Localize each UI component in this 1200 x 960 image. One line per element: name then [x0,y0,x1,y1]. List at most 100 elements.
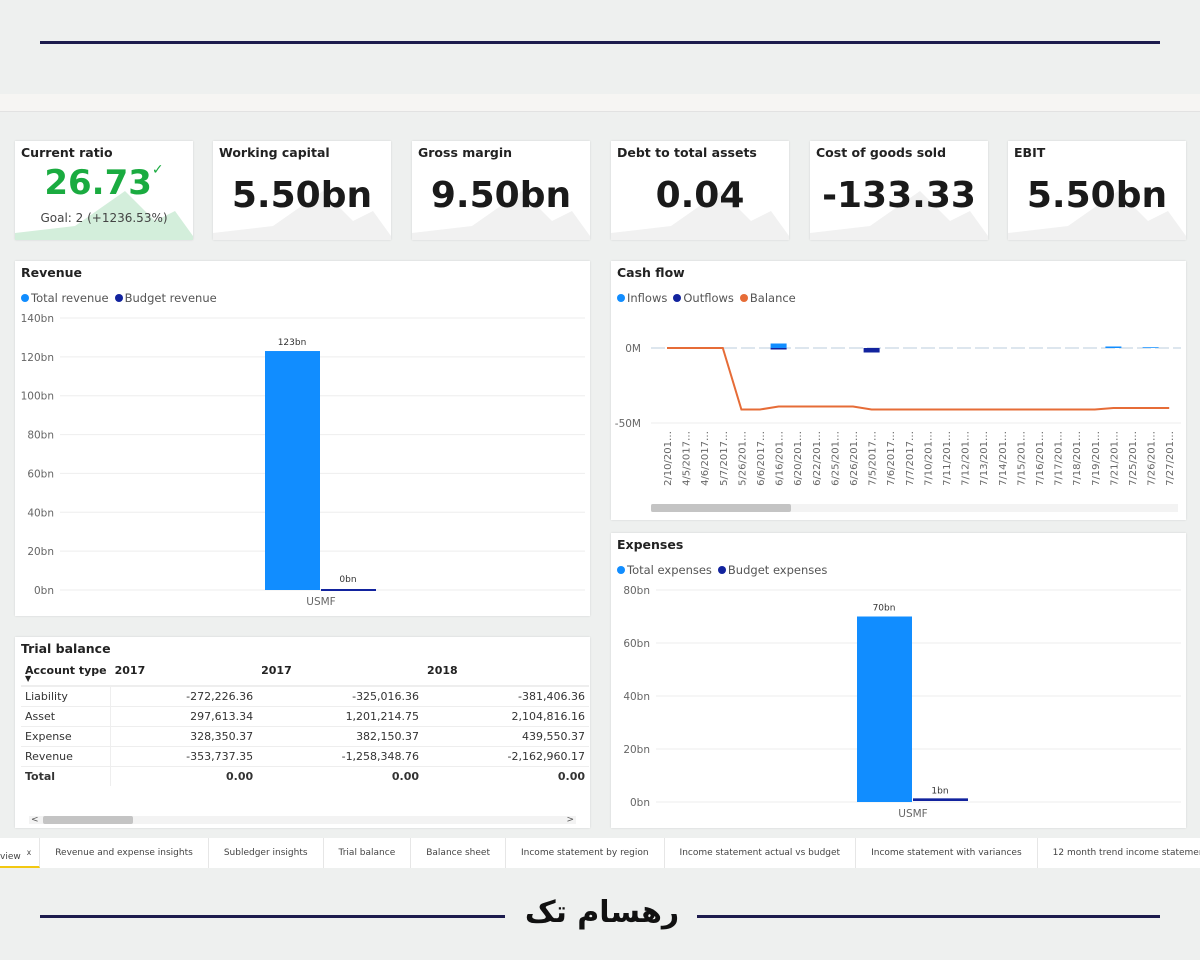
kpi-goal: Goal: 2 (+1236.53%) [40,211,168,225]
x-tick-label: 6/26/201… [849,431,860,486]
table-cell: 2,104,816.16 [423,706,589,727]
cash-flow-card[interactable]: Cash flow Inflows Outflows Balance 0M -50… [611,261,1186,520]
sparkline-background [213,191,391,240]
tab-5[interactable]: Income statement by region [506,838,665,868]
table-cell: -1,258,348.76 [257,746,424,767]
revenue-legend: Total revenue Budget revenue [21,291,217,305]
kpi-title: Debt to total assets [617,145,757,160]
expenses-card[interactable]: Expenses Total expenses Budget expenses … [611,533,1186,828]
legend-item[interactable]: Outflows [673,291,734,305]
tab-8[interactable]: 12 month trend income statement [1038,838,1200,868]
expenses-legend: Total expenses Budget expenses [617,563,827,577]
x-tick-label: 7/27/201… [1165,431,1176,486]
column-header[interactable]: 2017 [257,661,424,687]
column-header[interactable]: 2018 [423,661,589,687]
x-tick-label: 6/25/201… [830,431,841,486]
x-tick-label: 7/25/201… [1128,431,1139,486]
tab-0[interactable]: view x [0,838,41,868]
kpi-value: 26.73✓ [44,162,164,203]
scroll-left-icon[interactable]: < [31,815,39,825]
x-tick-label: 7/12/201… [961,431,972,486]
table-cell: -381,406.36 [423,686,589,707]
balance-line [667,347,1170,411]
table-row[interactable]: Asset 297,613.34 1,201,214.75 2,104,816.16 [21,706,589,727]
x-tick-label: USMF [898,808,927,820]
revenue-title: Revenue [21,265,83,280]
kpi-title: EBIT [1014,145,1046,160]
data-label: 70bn [873,604,896,614]
x-tick-label: 2/10/201… [663,431,674,486]
scrollbar-thumb[interactable] [43,816,133,824]
kpi-card[interactable]: Current ratio 26.73✓ Goal: 2 (+1236.53%) [15,141,193,240]
y-tick-label: 100bn [21,391,54,403]
trial-balance-title: Trial balance [21,641,111,656]
table-cell: 1,201,214.75 [257,706,424,727]
table-cell: Expense [21,726,112,747]
y-tick-label: 40bn [623,691,650,703]
x-tick-label: 6/22/201… [812,431,823,486]
x-tick-label: 7/16/201… [1035,431,1046,486]
table-cell: 328,350.37 [110,726,258,747]
scroll-right-icon[interactable]: > [566,815,574,825]
scrollbar-thumb[interactable] [651,504,791,512]
y-tick-label: 0bn [630,797,650,809]
close-tab-icon[interactable]: x [26,848,32,857]
cash-flow-legend: Inflows Outflows Balance [617,291,796,305]
tab-4[interactable]: Balance sheet [411,838,506,868]
x-tick-label: 7/5/2017… [868,431,879,486]
legend-item[interactable]: Budget revenue [114,291,217,305]
tab-2[interactable]: Subledger insights [209,838,324,868]
data-label: 1bn [931,786,948,796]
tab-7[interactable]: Income statement with variances [856,838,1038,868]
x-tick-label: 7/7/2017… [905,431,916,486]
tab-6[interactable]: Income statement actual vs budget [665,838,857,868]
kpi-card[interactable]: Gross margin 9.50bn [412,141,590,240]
horizontal-scrollbar[interactable] [651,504,1178,512]
legend-item[interactable]: Total expenses [617,563,712,577]
table-cell: -2,162,960.17 [423,746,589,767]
y-tick-label: 20bn [27,546,54,558]
table-cell: -353,737.35 [110,746,258,767]
x-tick-label: 6/6/2017… [756,431,767,486]
legend-item[interactable]: Inflows [617,291,667,305]
table-cell: Liability [21,686,112,707]
table-row[interactable]: Expense 328,350.37 382,150.37 439,550.37 [21,726,589,747]
kpi-card[interactable]: Working capital 5.50bn [213,141,391,240]
y-tick-label: 80bn [623,585,650,597]
x-tick-label: 6/20/201… [793,431,804,486]
legend-item[interactable]: Budget expenses [717,563,827,577]
table-row[interactable]: Liability -272,226.36 -325,016.36 -381,406.… [21,686,589,707]
tab-1[interactable]: Revenue and expense insights [40,838,209,868]
sort-desc-icon[interactable]: ▼ [25,674,32,683]
legend-item[interactable]: Total revenue [21,291,109,305]
brand-logo: رهسام تک [524,895,680,930]
table-cell: -272,226.36 [110,686,258,707]
y-tick-label: 0M [625,343,641,355]
footer-divider-right [697,915,1160,918]
trial-balance-card[interactable]: Trial balance Account type ▼ 2017 2017 20… [15,637,590,828]
table-cell: 297,613.34 [110,706,258,727]
y-tick-label: 40bn [27,507,54,519]
kpi-card[interactable]: EBIT 5.50bn [1008,141,1186,240]
x-tick-label: 7/13/201… [979,431,990,486]
bar [321,589,376,591]
table-row[interactable]: Total 0.00 0.00 0.00 [21,766,589,786]
y-tick-label: 20bn [623,744,650,756]
kpi-title: Cost of goods sold [816,145,947,160]
table-cell: Total [21,766,112,786]
table-row[interactable]: Revenue -353,737.35 -1,258,348.76 -2,162,96… [21,746,589,767]
tab-3[interactable]: Trial balance [324,838,412,868]
table-cell: 0.00 [391,770,420,783]
horizontal-scrollbar[interactable]: < > [29,815,576,825]
column-header[interactable]: 2017 [110,661,258,687]
kpi-card[interactable]: Debt to total assets 0.04 [611,141,789,240]
legend-item[interactable]: Balance [739,291,796,305]
column-header[interactable]: Account type ▼ [21,661,111,687]
bar [770,343,787,348]
kpi-card[interactable]: Cost of goods sold -133.33 [810,141,988,240]
x-tick-label: 6/16/201… [775,431,786,486]
sparkline-background [611,191,789,240]
x-tick-label: 7/26/201… [1147,431,1158,486]
revenue-card[interactable]: Revenue Total revenue Budget revenue 0bn… [15,261,590,616]
bar [265,351,320,590]
